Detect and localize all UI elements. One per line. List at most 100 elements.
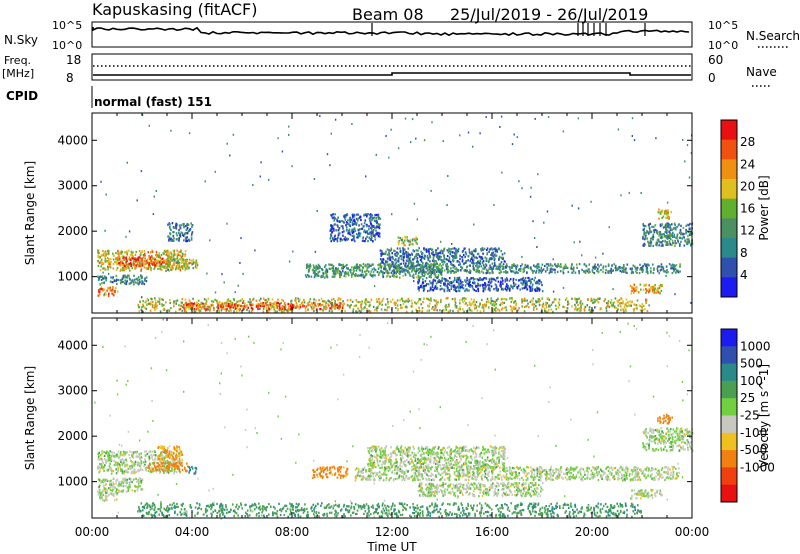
range-cell <box>659 230 662 234</box>
range-cell <box>130 281 133 284</box>
range-cell <box>459 254 461 257</box>
range-cell <box>402 299 404 303</box>
range-cell <box>163 252 165 256</box>
range-cell <box>165 301 167 304</box>
range-cell <box>436 254 439 257</box>
range-cell <box>478 255 481 258</box>
range-cell <box>447 280 449 283</box>
range-cell <box>151 249 153 252</box>
range-cell <box>463 310 465 313</box>
range-cell <box>653 289 655 292</box>
range-cell <box>411 305 414 308</box>
range-cell <box>218 303 221 306</box>
range-cell <box>540 271 543 274</box>
range-cell <box>605 268 607 272</box>
range-cell <box>238 304 241 307</box>
range-cell <box>688 227 691 230</box>
range-cell <box>150 255 152 258</box>
range-cell <box>521 287 524 290</box>
range-cell <box>358 301 360 304</box>
range-cell <box>454 268 456 271</box>
range-cell <box>488 279 491 282</box>
range-cell <box>102 267 104 270</box>
range-cell <box>469 309 471 312</box>
range-cell <box>371 240 374 243</box>
range-cell <box>442 282 445 285</box>
range-cell <box>192 267 195 270</box>
range-cell <box>516 264 519 267</box>
range-cell <box>217 304 219 307</box>
range-cell <box>518 268 520 272</box>
range-cell <box>642 288 645 291</box>
range-cell <box>123 267 126 270</box>
range-cell <box>317 274 320 277</box>
range-cell <box>513 306 515 309</box>
range-cell <box>358 224 360 227</box>
range-cell <box>180 261 183 265</box>
range-cell <box>471 309 473 312</box>
range-cell <box>686 243 688 246</box>
range-cell <box>119 466 121 469</box>
range-cell <box>430 265 432 268</box>
range-cell <box>329 164 331 167</box>
range-cell <box>371 214 373 217</box>
range-cell <box>452 259 455 262</box>
range-cell <box>526 282 528 285</box>
range-cell <box>220 305 222 308</box>
range-cell <box>194 261 196 264</box>
range-cell <box>538 304 541 307</box>
range-cell <box>179 250 182 254</box>
range-cell <box>202 302 204 305</box>
range-cell <box>371 233 374 236</box>
range-cell <box>183 304 185 307</box>
range-cell <box>268 308 271 311</box>
range-cell <box>519 267 522 270</box>
range-cell <box>182 258 185 261</box>
range-cell <box>415 254 417 257</box>
range-cell <box>439 288 442 291</box>
range-cell <box>452 256 454 259</box>
range-cell <box>536 263 539 266</box>
range-cell <box>337 225 339 228</box>
range-cell <box>436 262 438 265</box>
range-cell <box>379 262 382 265</box>
range-cell <box>471 259 474 262</box>
range-cell <box>642 244 644 247</box>
range-cell <box>506 283 508 286</box>
range-cell <box>245 306 247 309</box>
range-cell <box>184 250 187 253</box>
range-cell <box>124 276 126 279</box>
range-cell <box>421 286 423 289</box>
range-cell <box>659 269 662 272</box>
range-cell <box>327 303 329 306</box>
range-cell <box>435 306 437 309</box>
range-cell <box>472 282 475 285</box>
range-cell <box>177 261 179 264</box>
range-cell <box>556 264 559 267</box>
range-cell <box>246 304 248 307</box>
range-cell <box>276 306 279 309</box>
range-cell <box>231 302 234 305</box>
range-cell <box>454 252 457 255</box>
range-cell <box>435 260 437 263</box>
range-cell <box>176 299 179 302</box>
range-cell <box>645 291 647 294</box>
range-cell <box>427 304 430 308</box>
range-cell <box>510 297 513 300</box>
range-cell <box>554 263 556 266</box>
range-cell <box>597 271 600 274</box>
range-cell <box>468 307 471 310</box>
range-cell <box>683 244 686 247</box>
range-cell <box>152 262 155 265</box>
range-cell <box>351 239 353 242</box>
range-cell <box>395 306 397 310</box>
range-cell <box>396 275 398 278</box>
range-cell <box>577 297 580 300</box>
range-cell <box>596 297 599 300</box>
range-cell <box>501 301 504 304</box>
range-cell <box>152 453 155 456</box>
range-cell <box>447 271 449 274</box>
range-cell <box>102 277 104 280</box>
range-cell <box>566 303 569 306</box>
range-cell <box>454 301 457 304</box>
